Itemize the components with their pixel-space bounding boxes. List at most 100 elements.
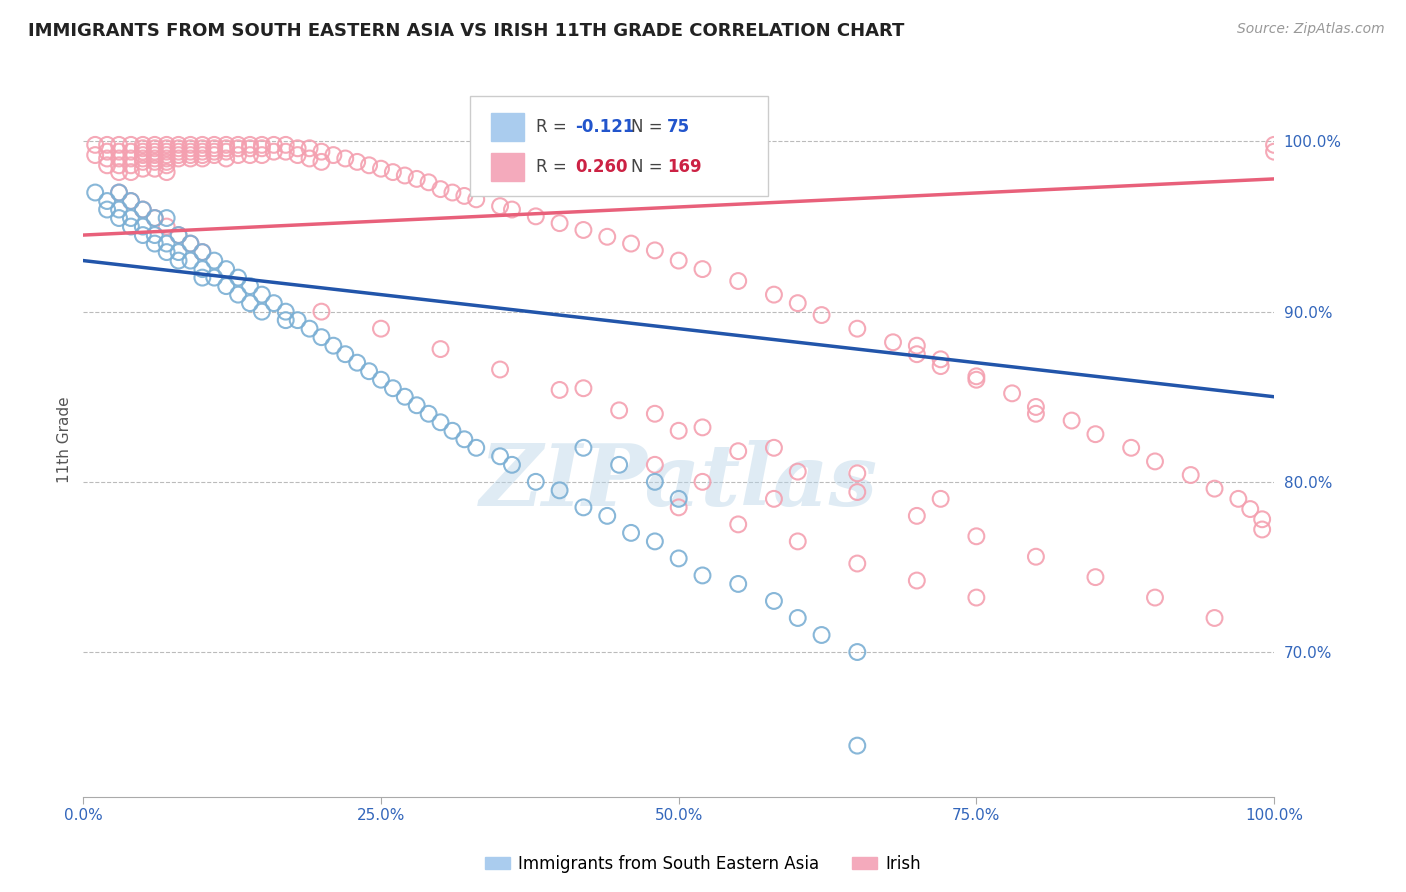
Point [489,362,512,376]
Text: Source: ZipAtlas.com: Source: ZipAtlas.com [1237,22,1385,37]
Point [441,186,464,200]
Point [762,594,785,608]
Point [202,145,225,159]
Point [132,137,155,152]
Point [727,444,749,458]
Point [501,458,523,472]
Text: -0.121: -0.121 [575,118,634,136]
Point [120,145,142,159]
Point [250,148,273,162]
Point [322,339,344,353]
Point [370,373,392,387]
Point [298,141,321,155]
Point [905,339,928,353]
Point [882,335,904,350]
Text: N =: N = [631,158,668,176]
Point [120,152,142,166]
Point [84,148,107,162]
Point [263,137,285,152]
Point [215,145,238,159]
Point [191,270,214,285]
Point [607,403,630,417]
Point [84,137,107,152]
Point [143,228,166,243]
Point [108,158,131,172]
Point [548,216,571,230]
Point [1180,468,1202,483]
Point [132,228,155,243]
Point [156,236,179,251]
Point [501,202,523,217]
Point [405,172,427,186]
Point [167,148,190,162]
Point [108,186,131,200]
Point [120,165,142,179]
Point [263,145,285,159]
Point [226,287,249,301]
Point [405,398,427,412]
Point [274,145,297,159]
Point [239,137,262,152]
Text: 169: 169 [666,158,702,176]
Point [179,236,201,251]
Point [1121,441,1143,455]
Point [668,424,690,438]
Point [548,383,571,397]
Point [143,145,166,159]
Point [226,270,249,285]
Point [668,491,690,506]
Point [1084,570,1107,584]
Point [727,577,749,591]
Point [120,137,142,152]
Point [572,500,595,515]
Point [143,152,166,166]
Point [596,229,619,244]
Point [167,145,190,159]
Point [156,148,179,162]
Point [143,154,166,169]
Point [132,154,155,169]
Point [108,211,131,225]
Point [596,508,619,523]
Point [215,137,238,152]
Point [727,517,749,532]
Point [287,148,309,162]
Point [250,287,273,301]
Point [1251,512,1274,526]
Point [96,194,118,208]
Point [156,137,179,152]
Point [1060,413,1083,427]
Point [1251,523,1274,537]
Point [167,141,190,155]
Point [156,152,179,166]
Point [298,152,321,166]
Point [132,202,155,217]
Point [644,475,666,489]
Point [786,465,808,479]
Point [239,141,262,155]
Point [359,364,381,378]
Point [287,313,309,327]
Point [96,137,118,152]
Point [1239,502,1261,516]
Point [215,279,238,293]
Point [489,450,512,464]
Point [1084,427,1107,442]
Point [929,491,952,506]
Point [644,534,666,549]
Point [429,415,451,429]
Point [120,211,142,225]
Point [524,475,547,489]
Y-axis label: 11th Grade: 11th Grade [58,396,72,483]
Point [465,192,488,206]
Point [965,373,987,387]
Point [156,141,179,155]
Point [143,211,166,225]
Point [263,296,285,310]
Point [668,551,690,566]
Point [370,161,392,176]
Text: R =: R = [536,158,572,176]
Point [644,244,666,258]
Point [644,458,666,472]
Point [143,236,166,251]
